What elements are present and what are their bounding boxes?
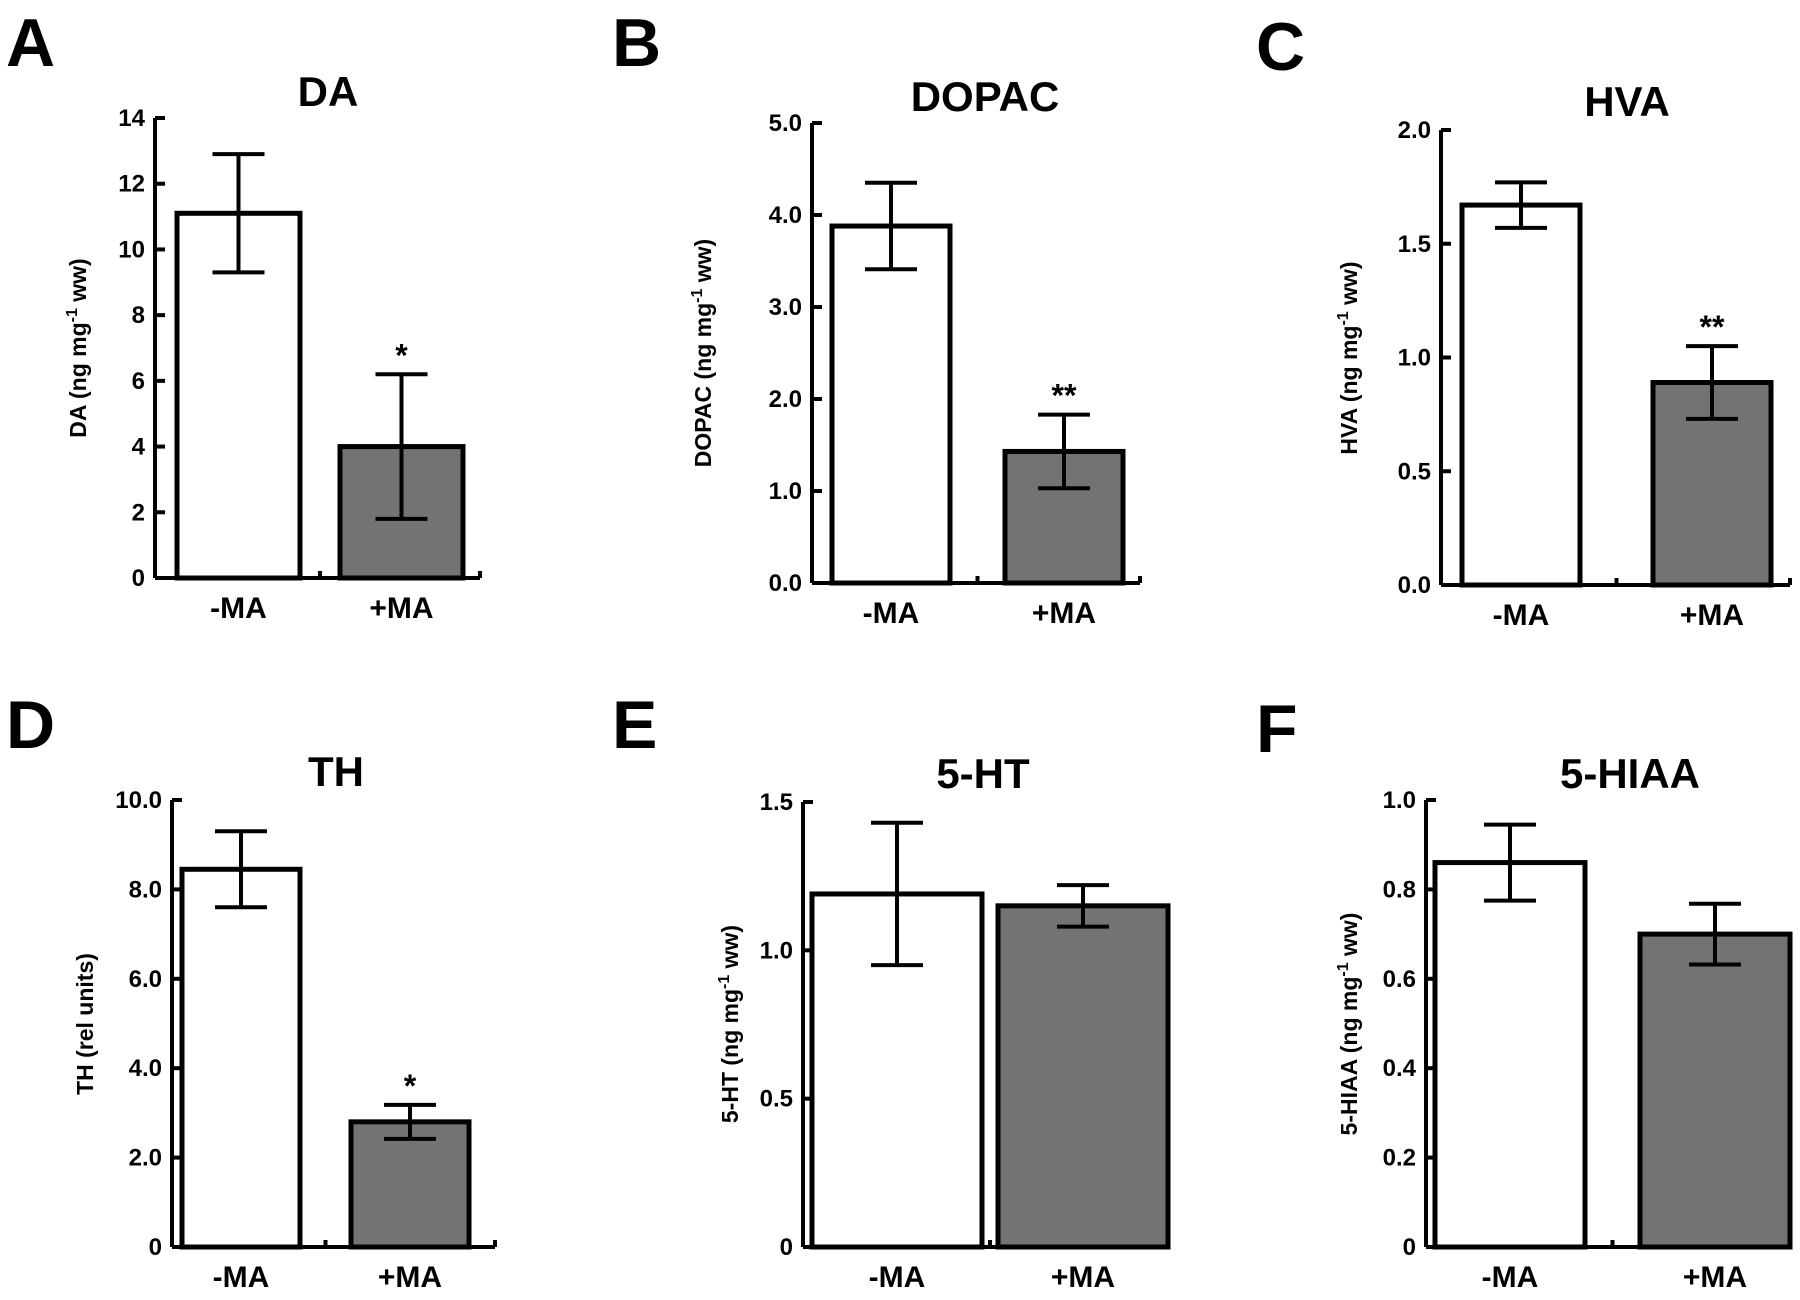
y-tick-label: 0.4 [1383,1055,1417,1082]
y-tick-label: 0 [780,1234,793,1261]
y-tick-label: 1.0 [760,937,793,964]
y-tick-label: 5.0 [769,110,802,137]
y-tick-label: 3.0 [769,294,802,321]
category-label: +MA [1032,597,1096,630]
y-axis-label: DA (ng mg-1 ww) [64,258,91,437]
category-label: +MA [378,1261,442,1294]
category-label: +MA [369,592,433,625]
panel-title: DOPAC [911,73,1060,120]
y-tick-label: 0 [132,565,145,592]
category-label: -MA [213,1261,270,1294]
y-axis-label-superscript: -1 [64,308,81,322]
y-axis-label-tail: ww) [717,925,743,975]
category-label: -MA [1482,1261,1539,1294]
panel-letter: E [612,687,657,763]
y-axis-label-tail: ww) [1336,261,1362,311]
panel-b: B DOPAC DOPAC (ng mg-1 ww) 0.0 1.0 2.0 3.0 4.0 5… [612,5,1142,630]
y-axis-label: 5-HIAA (ng mg-1 ww) [1335,913,1362,1136]
y-tick-label: 2.0 [769,386,802,413]
y-axis-label-text: TH (rel units) [72,953,98,1095]
y-axis-label: HVA (ng mg-1 ww) [1335,261,1362,454]
y-axis-label-text: DA (ng mg [65,322,91,437]
y-tick-label: 14 [118,105,145,132]
y-axis-label: 5-HT (ng mg-1 ww) [716,925,743,1123]
y-axis-label: TH (rel units) [72,953,98,1095]
bar-minus-ma [179,866,303,1250]
panel-letter: F [1256,691,1298,767]
significance-marker: ** [1052,378,1077,414]
y-tick-label: 1.0 [1398,345,1431,372]
y-tick-label: 0.5 [760,1086,793,1113]
y-axis-label-tail: ww) [690,239,716,289]
panel-c: C HVA HVA (ng mg-1 ww) 0.0 0.5 1.0 1.5 2.0 -MA +M… [1256,9,1792,632]
y-tick-label: 0.8 [1383,876,1416,903]
panel-title: DA [298,68,359,115]
y-tick-label: 6.0 [129,966,162,993]
y-axis-label-superscript: -1 [1335,962,1352,976]
y-axis-label-text: 5-HIAA (ng mg [1336,977,1362,1136]
y-axis-label-tail: ww) [65,258,91,308]
y-tick-label: 4.0 [769,202,802,229]
y-tick-label: 0.0 [1398,572,1431,599]
y-axis-label-text: HVA (ng mg [1336,326,1362,455]
panel-a: A DA DA (ng mg-1 ww) 0 2 4 6 8 10 12 14 -MA +MA * [6,5,482,625]
y-tick-label: 2.0 [1398,117,1431,144]
category-label: +MA [1051,1261,1115,1294]
panel-letter: D [6,687,55,763]
bar-minus-ma [829,223,953,586]
y-tick-label: 6 [132,368,145,395]
y-axis-label-text: 5-HT (ng mg [717,989,743,1123]
panel-title: TH [308,748,364,795]
panel-e: E 5-HT 5-HT (ng mg-1 ww) 0 0.5 1.0 1.5 -MA +MA [612,687,1171,1294]
bar-plus-ma [1637,931,1793,1250]
y-tick-label: 1.0 [769,478,802,505]
panel-title: HVA [1584,78,1670,125]
category-label: -MA [869,1261,926,1294]
y-tick-label: 10.0 [115,787,162,814]
y-tick-label: 12 [118,171,145,198]
y-tick-label: 8.0 [129,876,162,903]
panel-title: 5-HT [936,750,1030,797]
category-label: -MA [210,592,267,625]
panel-letter: C [1256,9,1305,85]
y-tick-label: 1.5 [760,789,793,816]
category-label: -MA [1493,599,1550,632]
significance-marker: ** [1700,309,1725,345]
y-tick-label: 0.6 [1383,966,1416,993]
y-tick-label: 0.2 [1383,1145,1416,1172]
y-tick-label: 8 [132,302,145,329]
y-tick-label: 1.0 [1383,787,1416,814]
y-tick-label: 10 [118,236,145,263]
y-tick-label: 2 [132,499,145,526]
panel-title: 5-HIAA [1560,750,1700,797]
significance-marker: * [395,337,408,373]
bar-plus-ma [348,1119,472,1250]
bar-minus-ma [1432,860,1588,1250]
panel-f: F 5-HIAA 5-HIAA (ng mg-1 ww) 0 0.2 0.4 0.6 0.8 1… [1256,691,1793,1294]
panel-letter: B [612,5,661,81]
y-axis-label: DOPAC (ng mg-1 ww) [689,239,716,467]
panel-letter: A [6,5,55,81]
y-axis-label-superscript: -1 [716,975,733,989]
panel-d: D TH TH (rel units) 0 2.0 4.0 6.0 8.0 10.0 -MA +MA… [6,687,497,1294]
category-label: -MA [863,597,920,630]
bar-plus-ma [995,903,1171,1250]
y-tick-label: 4 [132,434,146,461]
y-tick-label: 4.0 [129,1055,162,1082]
category-label: +MA [1683,1261,1747,1294]
y-axis-label-tail: ww) [1336,913,1362,963]
y-axis-label-text: DOPAC (ng mg [690,303,716,467]
y-tick-label: 2.0 [129,1145,162,1172]
bar-minus-ma [1459,202,1583,588]
y-axis-label-superscript: -1 [1335,311,1352,325]
y-tick-label: 0.5 [1398,458,1431,485]
y-tick-label: 0.0 [769,570,802,597]
y-tick-label: 0 [149,1234,162,1261]
category-label: +MA [1680,599,1744,632]
y-tick-label: 0 [1403,1234,1416,1261]
y-axis-label-superscript: -1 [689,289,706,303]
y-tick-label: 1.5 [1398,231,1431,258]
significance-marker: * [404,1068,417,1104]
